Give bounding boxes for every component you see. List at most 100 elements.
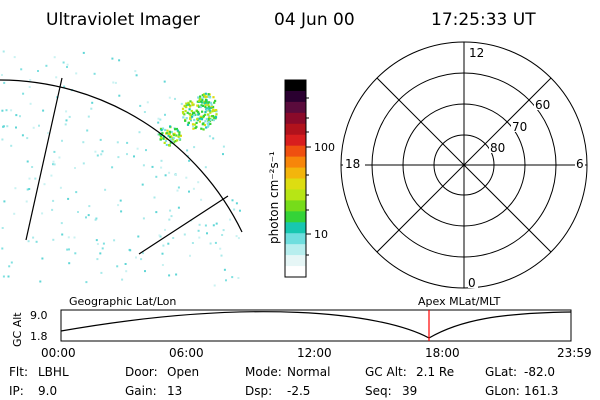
auroral-emission-speckles [1, 50, 241, 287]
emission-pixel [199, 97, 202, 101]
emission-pixel [95, 217, 98, 220]
timeline-x-tick-2359: 23:59 [557, 346, 592, 360]
emission-pixel [213, 109, 216, 112]
emission-pixel [210, 105, 213, 108]
emission-pixel [196, 104, 199, 107]
emission-pixel [214, 241, 217, 244]
emission-pixel [116, 265, 119, 268]
emission-pixel [55, 76, 58, 79]
timeline-right-label: Apex MLat/MLT [418, 295, 501, 308]
emission-pixel [207, 124, 210, 127]
emission-pixel [193, 123, 197, 126]
emission-pixel [235, 202, 238, 205]
emission-pixel [77, 211, 79, 213]
emission-pixel [169, 141, 172, 144]
emission-pixel [159, 127, 163, 130]
emission-pixel [111, 166, 114, 169]
emission-pixel [146, 101, 149, 104]
emission-pixel [211, 110, 214, 113]
emission-pixel [116, 141, 119, 144]
emission-pixel [158, 133, 161, 136]
emission-pixel [133, 155, 135, 158]
emission-pixel [177, 206, 180, 209]
emission-pixel [26, 160, 29, 163]
timeline-left-label: Geographic Lat/Lon [69, 295, 176, 308]
emission-pixel [101, 150, 104, 153]
emission-pixel [19, 115, 21, 118]
colorbar-frame [284, 79, 307, 278]
emission-pixel [191, 242, 194, 244]
emission-pixel [182, 116, 185, 119]
emission-pixel [166, 129, 169, 132]
emission-pixel [209, 118, 213, 121]
timeline-x-tick-0600: 06:00 [169, 346, 204, 360]
emission-pixel [74, 167, 76, 169]
emission-pixel [159, 135, 162, 138]
emission-pixel [203, 123, 206, 127]
altitude-curve [60, 311, 572, 339]
colorbar-gradient [285, 80, 306, 278]
emission-pixel [185, 106, 188, 109]
emission-pixel [1, 227, 4, 229]
emission-pixel [204, 92, 207, 95]
emission-pixel [96, 243, 99, 245]
colorbar-band [285, 101, 306, 114]
emission-pixel [193, 118, 196, 122]
emission-pixel [67, 197, 70, 200]
emission-pixel [174, 128, 177, 131]
emission-pixel [208, 120, 211, 123]
emission-pixel [96, 154, 99, 157]
emission-pixel [210, 103, 213, 106]
emission-pixel [237, 237, 240, 240]
emission-pixel [168, 96, 171, 99]
emission-pixel [192, 125, 194, 128]
emission-pixel [82, 141, 85, 144]
emission-pixel [29, 79, 32, 81]
timeline-frame [60, 309, 572, 342]
emission-pixel [1, 109, 4, 112]
emission-pixel [176, 129, 179, 132]
emission-pixel [215, 109, 218, 112]
emission-pixel [201, 97, 204, 100]
polar-labels: 12 18 6 0 60 70 80 [343, 46, 585, 290]
emission-pixel [157, 133, 160, 136]
emission-pixel [192, 127, 195, 130]
emission-pixel [188, 108, 191, 111]
emission-pixel [52, 160, 55, 163]
emission-pixel [166, 132, 169, 135]
emission-pixel [160, 159, 163, 162]
emission-pixel [34, 177, 37, 180]
emission-pixel [66, 63, 69, 66]
emission-pixel [137, 235, 140, 238]
emission-pixel [175, 134, 178, 137]
emission-pixel [10, 109, 13, 112]
emission-pixel [213, 116, 216, 120]
emission-pixel [188, 190, 190, 193]
timeline-x-tick-1800: 18:00 [425, 346, 460, 360]
emission-pixel [201, 101, 204, 104]
emission-pixel [41, 212, 44, 215]
colorbar-band [285, 145, 306, 158]
emission-pixel [95, 239, 98, 242]
emission-pixel [173, 134, 176, 137]
emission-pixel [199, 100, 203, 103]
emission-pixel [174, 97, 176, 100]
timeline-y-tick-1-8: 1.8 [30, 330, 48, 343]
status-ip-label: IP: [9, 384, 24, 398]
emission-pixel [231, 199, 234, 202]
emission-pixel [37, 70, 39, 72]
emission-pixel [160, 166, 163, 169]
emission-pixel [189, 254, 191, 257]
emission-pixel [204, 98, 208, 101]
emission-pixel [143, 111, 146, 113]
emission-pixel [99, 138, 102, 141]
emission-pixel [52, 199, 55, 202]
emission-pixel [198, 99, 201, 102]
emission-pixel [73, 236, 76, 239]
colorbar-band [285, 90, 306, 103]
emission-pixel [204, 100, 207, 103]
emission-pixel [213, 284, 216, 287]
status-gcalt-value: 2.1 Re [416, 365, 454, 379]
emission-pixel [222, 229, 225, 232]
emission-pixel [5, 109, 8, 112]
